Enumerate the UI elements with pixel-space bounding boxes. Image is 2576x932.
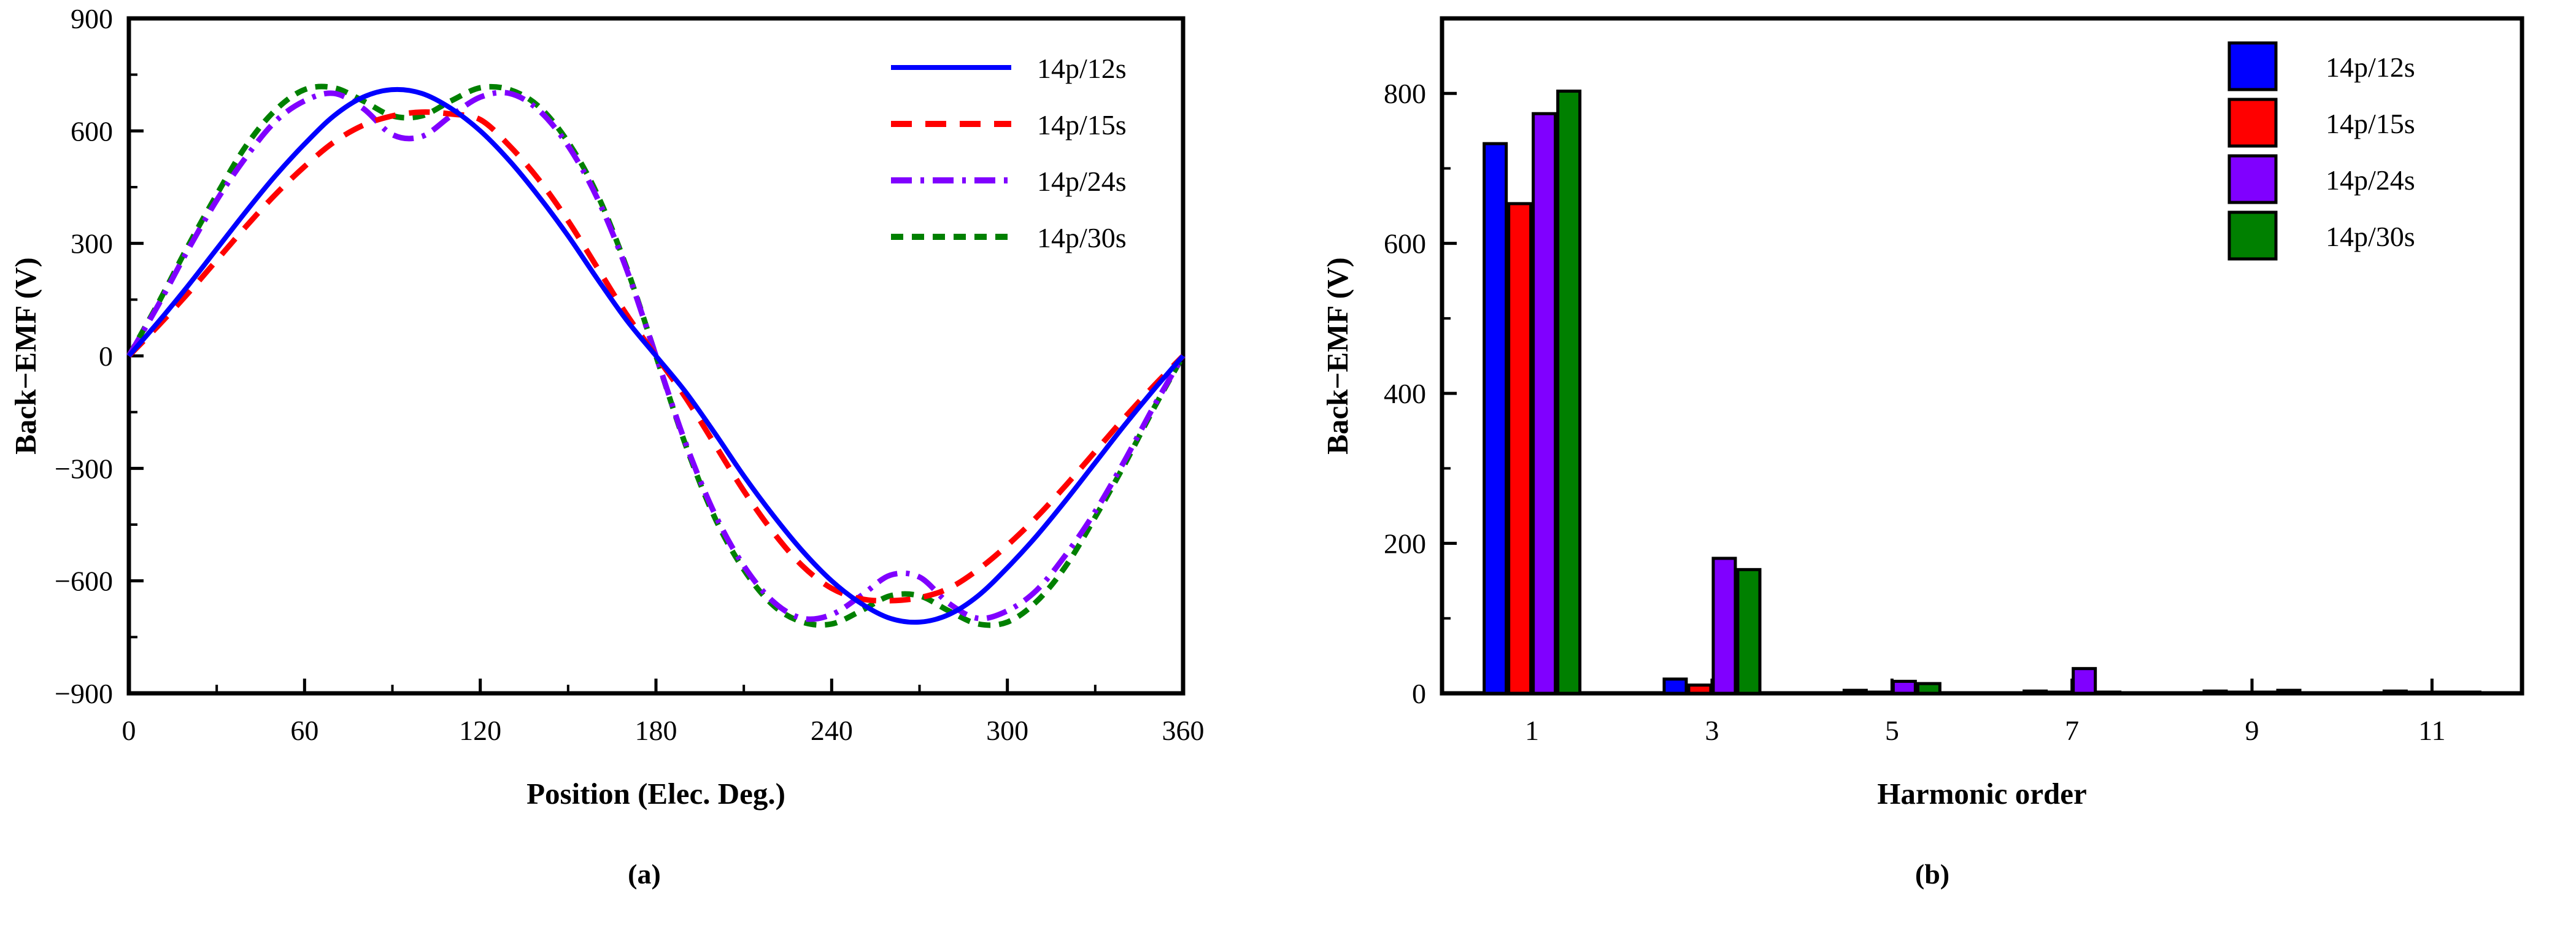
bar-14p-24s-h1: [1532, 112, 1557, 695]
x-tick-label-a: 120: [459, 715, 501, 746]
bar-14p-15s-h11: [2407, 690, 2432, 695]
panel-a-backemf-waveform: −900 −600 −300 0 300 600 900 0 60 120 180 240 300 360…: [9, 3, 1205, 890]
panel-b-harmonic-spectrum: 0 200 400 600 800 1 3 5 7 9 11 Harmonic order Back−E…: [1289, 0, 2576, 932]
legend-label-14p-24s: 14p/24s: [2326, 164, 2415, 196]
legend-swatch-14p-15s: [2227, 98, 2278, 148]
legend-a: 14p/12s 14p/15s 14p/24s 14p/30s: [891, 53, 1127, 253]
x-tick-label-b: 9: [2245, 715, 2259, 746]
plot-frame: [1440, 16, 2524, 696]
bar-14p-30s-h5: [1916, 682, 1942, 695]
bar-14p-24s-h7: [2072, 667, 2097, 695]
y-tick-label-a: −600: [55, 566, 113, 597]
bar-14p-30s-h7: [2096, 690, 2122, 695]
x-tick-label-b: 1: [1525, 715, 1539, 746]
legend-label-14p-30s: 14p/30s: [2326, 221, 2415, 252]
bar-14p-12s-h3: [1662, 677, 1688, 695]
y-tick-label-b: 800: [1384, 78, 1426, 109]
x-axis-title-b: Harmonic order: [1877, 777, 2087, 811]
legend-b: 14p/12s 14p/15s 14p/24s 14p/30s: [2227, 41, 2415, 261]
bar-14p-24s-h3: [1711, 557, 1737, 695]
series-group-a: [126, 83, 1186, 628]
y-tick-label-b: 0: [1412, 678, 1426, 709]
x-tick-label-b: 5: [1885, 715, 1899, 746]
panel-b-caption: (b): [1915, 858, 1950, 890]
bar-14p-15s-h7: [2047, 690, 2073, 695]
x-tick-label-b: 11: [2418, 715, 2445, 746]
bar-14p-12s-h1: [1483, 142, 1508, 695]
series-line-14p-30s: [126, 83, 1186, 628]
bar-14p-30s-h9: [2276, 688, 2302, 695]
x-tick-label-a: 300: [986, 715, 1028, 746]
y-tick-label-a: −300: [55, 453, 113, 484]
legend-label-14p-15s: 14p/15s: [2326, 108, 2415, 139]
series-line-14p-24s: [126, 90, 1186, 622]
y-axis-title-a: Back−EMF (V): [9, 257, 42, 454]
panel-a-caption: (a): [628, 858, 661, 890]
bar-14p-15s-h9: [2227, 690, 2253, 695]
y-tick-label-a: 900: [71, 3, 113, 34]
legend-label-14p-30s: 14p/30s: [1037, 222, 1127, 253]
legend-swatch-14p-24s: [2227, 154, 2278, 204]
legend-label-14p-24s: 14p/24s: [1037, 166, 1127, 197]
y-axis-title-b: Back−EMF (V): [1321, 257, 1354, 454]
legend-label-14p-12s: 14p/12s: [1037, 53, 1127, 84]
x-tick-label-b: 7: [2065, 715, 2079, 746]
legend-label-14p-15s: 14p/15s: [1037, 109, 1127, 141]
x-axis-title-a: Position (Elec. Deg.): [526, 777, 785, 811]
series-line-14p-12s: [126, 87, 1186, 625]
y-tick-label-a: 0: [99, 341, 113, 372]
waveform-chart: −900 −600 −300 0 300 600 900 0 60 120 180 240 300 360…: [9, 3, 1205, 811]
x-tick-label-a: 0: [122, 715, 136, 746]
bar-14p-15s-h3: [1687, 684, 1713, 695]
series-line-14p-15s: [126, 109, 1186, 604]
axes-group-b: 0 200 400 600 800 1 3 5 7 9 11 Harmonic order Back−E…: [1321, 16, 2524, 811]
harmonic-bar-chart: 0 200 400 600 800 1 3 5 7 9 11 Harmonic order Back−E…: [1321, 16, 2524, 811]
y-tick-label-a: −900: [55, 678, 113, 709]
bar-14p-24s-h11: [2431, 690, 2457, 695]
bar-14p-12s-h9: [2202, 689, 2228, 695]
y-tick-label-b: 600: [1384, 228, 1426, 260]
bars-group: [1483, 90, 2482, 695]
bar-14p-15s-h1: [1507, 202, 1533, 695]
bar-14p-24s-h5: [1891, 679, 1917, 695]
y-tick-label-b: 400: [1384, 378, 1426, 409]
bar-14p-12s-h11: [2382, 689, 2408, 695]
x-tick-label-a: 360: [1162, 715, 1205, 746]
x-tick-label-b: 3: [1705, 715, 1719, 746]
bar-14p-30s-h11: [2456, 690, 2482, 695]
x-tick-label-a: 240: [811, 715, 853, 746]
x-tick-label-a: 60: [290, 715, 318, 746]
bar-14p-24s-h9: [2251, 690, 2277, 695]
y-tick-label-a: 600: [71, 115, 113, 147]
bar-14p-30s-h3: [1736, 568, 1762, 695]
legend-swatch-14p-30s: [2227, 210, 2278, 261]
bar-14p-15s-h5: [1867, 690, 1892, 695]
legend-label-14p-12s: 14p/12s: [2326, 52, 2415, 83]
y-tick-label-b: 200: [1384, 528, 1426, 560]
bar-14p-30s-h1: [1556, 90, 1582, 695]
legend-swatch-14p-12s: [2227, 41, 2278, 91]
bar-14p-12s-h5: [1842, 688, 1868, 695]
y-tick-label-a: 300: [71, 228, 113, 260]
x-tick-label-a: 180: [635, 715, 677, 746]
bar-14p-12s-h7: [2023, 689, 2048, 695]
axes-group-a: −900 −600 −300 0 300 600 900 0 60 120 180 240 300 360…: [9, 3, 1205, 811]
